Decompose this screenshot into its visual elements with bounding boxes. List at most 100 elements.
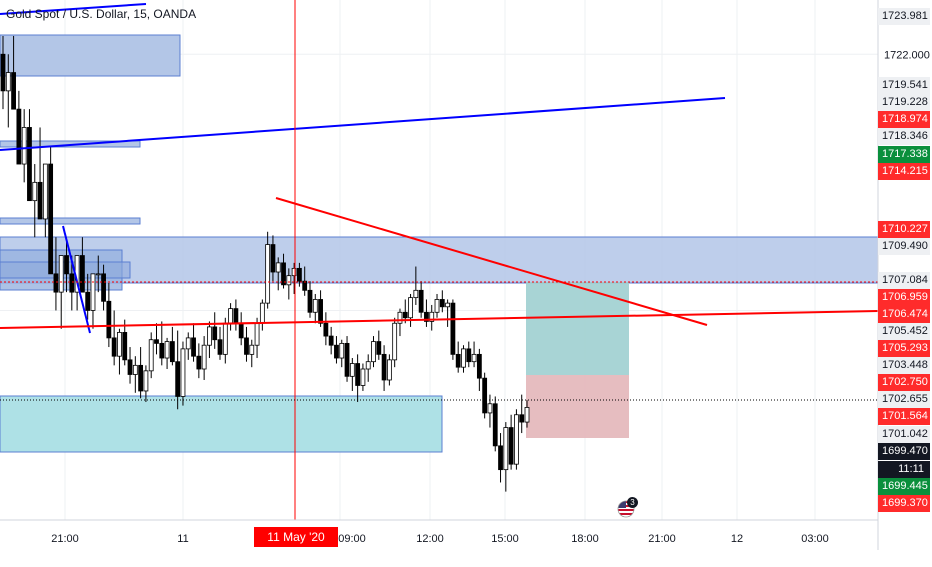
candle-body [5, 72, 11, 92]
candle-body [344, 342, 350, 377]
candle-body [164, 341, 170, 359]
candle-body [32, 181, 38, 202]
candle-body [48, 163, 54, 275]
candle-body [37, 181, 43, 220]
candle-body [101, 273, 106, 302]
current-time-label: 11:11 [878, 461, 930, 478]
candle-body [487, 403, 493, 414]
position-target-area [526, 282, 629, 375]
candle-body [212, 326, 218, 341]
x-tick-label: 18:00 [571, 533, 599, 545]
x-tick-label: 11 [177, 533, 188, 545]
price-label: 1706.959 [878, 289, 930, 306]
candle-body [524, 407, 530, 423]
price-label: 1701.564 [878, 408, 930, 425]
candle-body [392, 322, 398, 361]
resistance-line-descending [275, 197, 708, 326]
trendline-blue-rising [0, 97, 726, 151]
candle-body [376, 341, 382, 355]
candle-body [143, 370, 149, 392]
candle-body [201, 344, 207, 370]
candle-body [397, 311, 403, 324]
candle-body [111, 337, 117, 357]
candle-body [328, 335, 334, 346]
candle-body [132, 364, 138, 375]
price-label: 1699.470 [878, 443, 930, 460]
candle-body [429, 311, 435, 322]
candle-body [42, 163, 48, 220]
y-tick-label: 1722.000 [884, 49, 930, 61]
candle-body [69, 273, 75, 293]
candle-body [402, 311, 408, 319]
candle-body [371, 341, 376, 363]
price-label: 1703.448 [878, 357, 930, 374]
crosshair-time-label: 11 May '20 06:45 [254, 527, 338, 564]
price-label: 1705.293 [878, 340, 930, 357]
candle-body [191, 337, 196, 357]
candle-body [323, 322, 329, 337]
candle-body [238, 322, 244, 339]
candle-body [445, 302, 451, 308]
candle-body [27, 127, 32, 202]
price-label: 1719.228 [878, 94, 930, 111]
candle-body [270, 244, 276, 273]
x-tick-label: 03:00 [801, 533, 829, 545]
candle-body [138, 364, 144, 392]
candle-body [381, 353, 387, 381]
candle-body [11, 72, 16, 110]
candle-body [233, 308, 239, 324]
candle-body [339, 342, 345, 359]
price-label: 1718.346 [878, 128, 930, 145]
candle-body [244, 337, 249, 355]
chart-title: Gold Spot / U.S. Dollar, 15, OANDA [6, 7, 197, 21]
candle-body [349, 363, 355, 377]
candle-body [21, 127, 27, 165]
price-label: 1717.338 [878, 146, 930, 163]
candle-body [175, 361, 181, 397]
candle-body [471, 353, 477, 363]
price-chart[interactable]: 1722.0001712.0001708.000 21:001109:0012:… [0, 0, 932, 550]
candle-body [222, 322, 228, 355]
candle-body [180, 348, 186, 397]
candle-body [265, 244, 271, 304]
candle-body [476, 353, 482, 379]
candle-body [0, 53, 6, 92]
trendline-blue-top [0, 3, 147, 15]
candle-body [79, 255, 85, 293]
candle-body [418, 289, 424, 313]
candle-body [519, 414, 525, 423]
support-line-red [0, 310, 879, 329]
x-tick-label: 09:00 [338, 533, 366, 545]
candle-body [259, 302, 265, 324]
price-label: 1709.490 [878, 238, 930, 255]
price-label: 1705.452 [878, 323, 930, 340]
candle-body [95, 273, 101, 276]
candle-body [461, 348, 466, 368]
price-label: 1699.445 [878, 478, 930, 495]
x-tick-label: 12 [731, 533, 743, 545]
price-label: 1699.370 [878, 495, 930, 512]
candle-body [424, 311, 429, 322]
candle-body [514, 414, 519, 465]
price-label: 1702.750 [878, 374, 930, 391]
candle-body [498, 445, 503, 471]
candle-body [53, 273, 59, 293]
price-label: 1714.215 [878, 163, 930, 180]
candle-body [228, 308, 233, 324]
candle-body [254, 322, 260, 346]
candle-body [122, 332, 128, 361]
candle-body [154, 339, 159, 344]
candle-body [455, 353, 461, 368]
demand-zone-wide [0, 236, 879, 284]
candle-body [355, 363, 361, 386]
candle-body [117, 332, 122, 357]
candle-body [106, 300, 112, 339]
candle-body [207, 326, 212, 346]
candle-body [196, 355, 202, 370]
candle-body [16, 108, 22, 165]
price-label: 1707.084 [878, 272, 930, 289]
candle-body [408, 297, 413, 319]
supply-zone-thin-2 [0, 217, 141, 225]
candle-body [185, 337, 191, 350]
